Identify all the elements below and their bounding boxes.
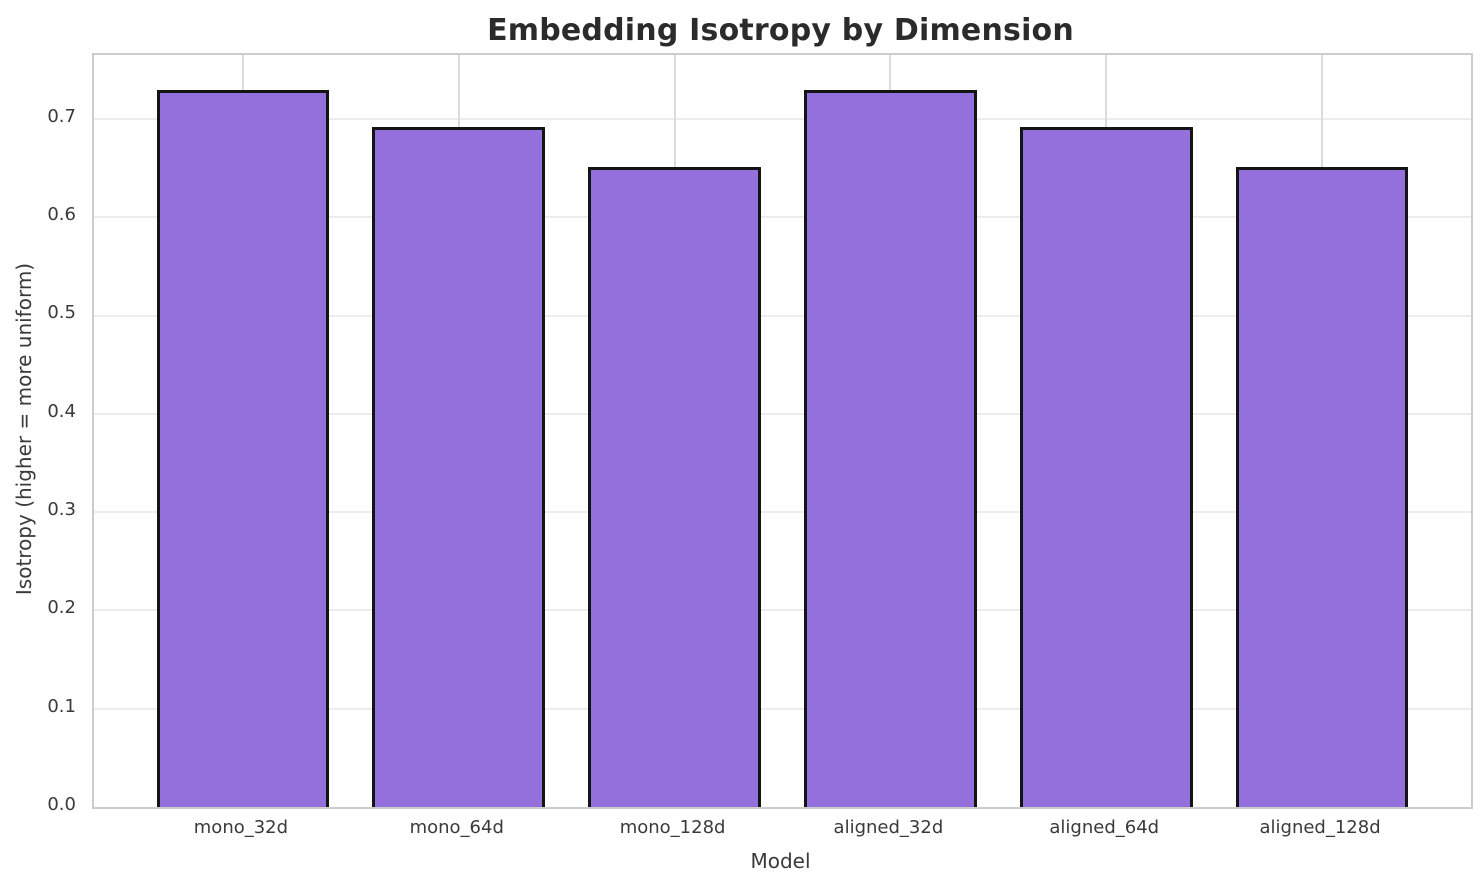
bar-mono_64d — [372, 126, 546, 807]
horizontal-gridline — [94, 117, 1471, 120]
y-tick-label: 0.7 — [47, 105, 76, 127]
horizontal-gridline — [94, 707, 1471, 710]
bar-aligned_32d — [804, 90, 977, 807]
bar-aligned_128d — [1235, 167, 1409, 807]
y-tick-label: 0.6 — [47, 204, 76, 226]
horizontal-gridline — [94, 216, 1471, 219]
x-axis-label: Model — [750, 849, 811, 873]
chart-title: Embedding Isotropy by Dimension — [487, 13, 1074, 48]
y-tick-label: 0.0 — [47, 794, 76, 815]
x-tick-label: mono_64d — [409, 817, 504, 838]
y-tick-label: 0.4 — [47, 400, 76, 422]
x-tick-label: aligned_32d — [833, 817, 944, 838]
horizontal-gridline — [94, 511, 1471, 514]
y-tick-label: 0.3 — [47, 499, 76, 521]
bar-aligned_64d — [1019, 126, 1193, 807]
y-axis-label: Isotropy (higher = more uniform) — [12, 262, 36, 596]
bar-mono_32d — [156, 90, 330, 807]
x-axis-tick-labels: mono_32d mono_64d mono_128d aligned_32d alig… — [92, 815, 1469, 841]
horizontal-gridline — [94, 609, 1471, 612]
horizontal-gridline — [94, 314, 1471, 317]
y-tick-label: 0.1 — [47, 695, 76, 717]
y-tick-label: 0.2 — [47, 597, 76, 619]
plot-area — [92, 53, 1473, 809]
x-tick-label: mono_128d — [619, 817, 726, 838]
x-tick-label: aligned_64d — [1049, 817, 1160, 838]
y-tick-label: 0.5 — [47, 302, 76, 324]
x-tick-label: aligned_128d — [1259, 817, 1381, 838]
bar-mono_128d — [588, 167, 761, 807]
y-axis-tick-labels: 0.0 0.1 0.2 0.3 0.4 0.5 0.6 0.7 — [0, 53, 86, 815]
x-tick-label: mono_32d — [193, 817, 289, 838]
horizontal-gridline — [94, 412, 1471, 415]
